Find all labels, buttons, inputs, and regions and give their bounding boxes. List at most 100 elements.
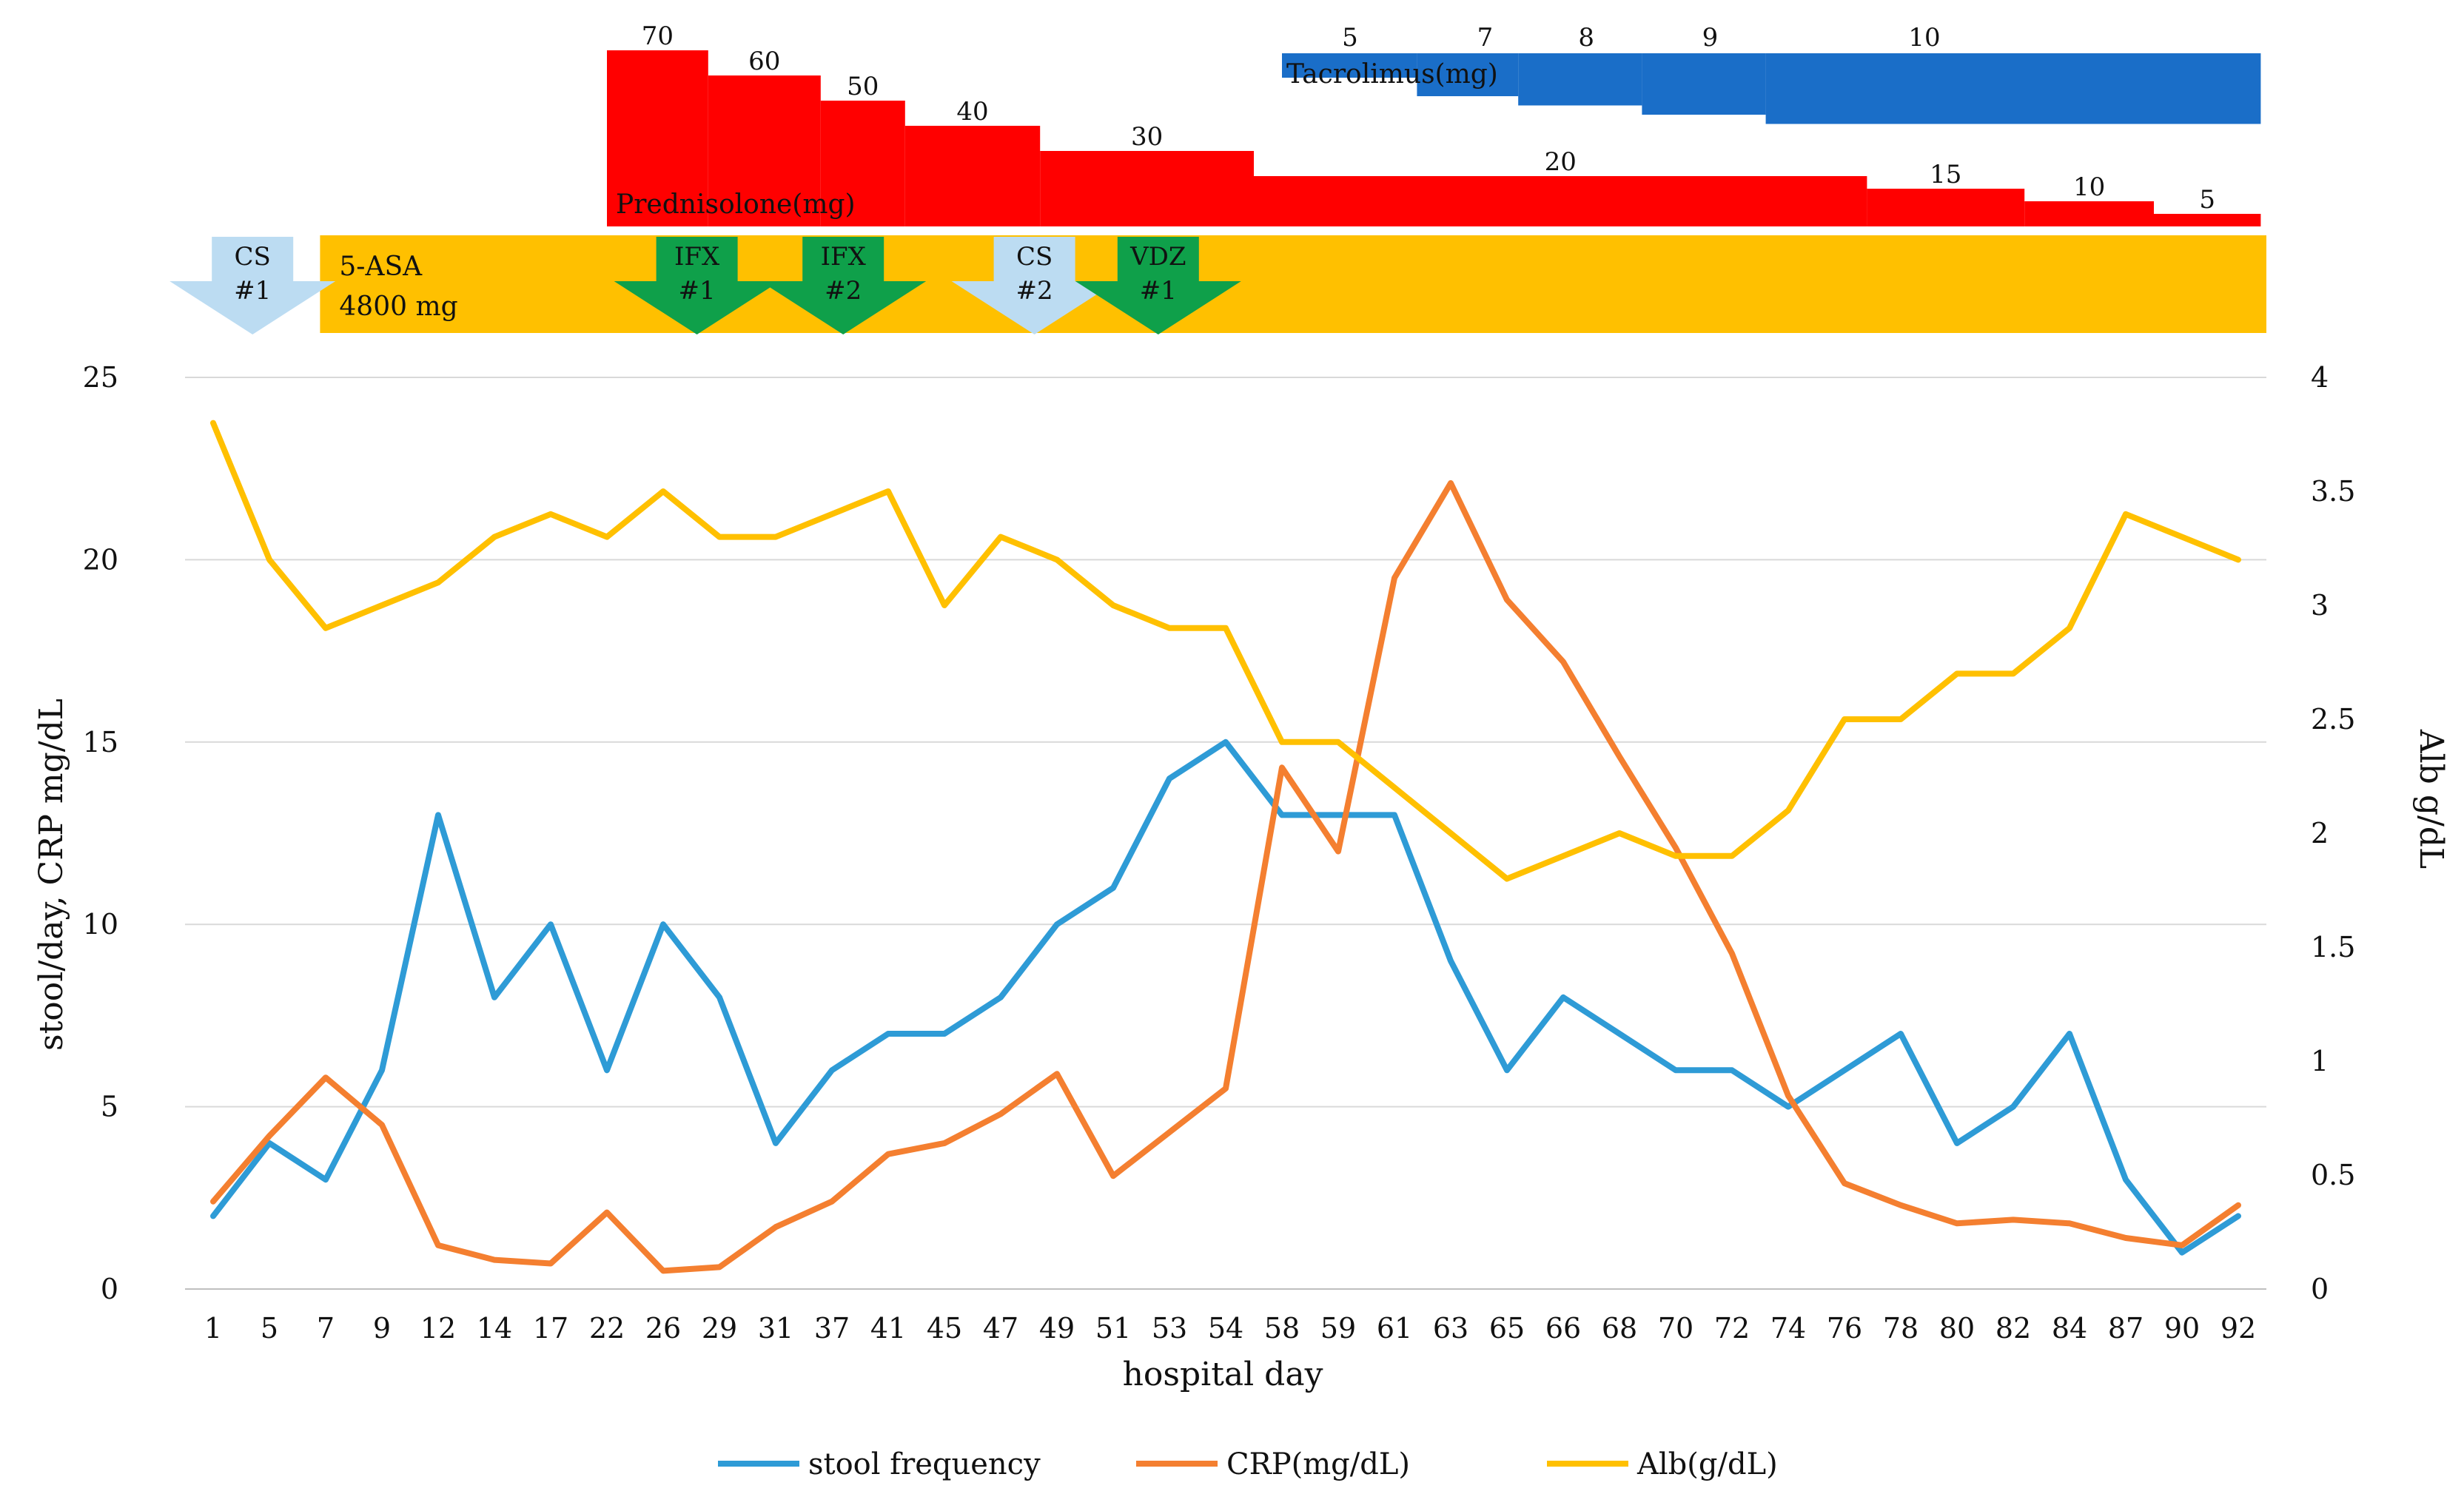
data-series xyxy=(210,420,2241,1274)
x-tick-label: 63 xyxy=(1433,1312,1468,1345)
x-tick-label: 37 xyxy=(814,1312,850,1345)
prednisolone-step xyxy=(1254,176,1867,226)
arrow-label: #2 xyxy=(1016,276,1053,306)
x-tick-label: 53 xyxy=(1152,1312,1187,1345)
x-tick-label: 54 xyxy=(1208,1312,1243,1345)
tacrolimus-step xyxy=(1518,53,1642,106)
asa-dose-label: 4800 mg xyxy=(339,292,457,322)
prednisolone-dose-label: 60 xyxy=(748,47,780,76)
down-arrow-icon xyxy=(1075,237,1241,334)
tacrolimus-dose-label: 5 xyxy=(1342,23,1358,53)
y2-tick-label: 2.5 xyxy=(2311,703,2355,736)
tacrolimus-step xyxy=(1765,53,2261,124)
series-line xyxy=(210,420,2241,882)
y-axis-title: stool/day, CRP mg/dL xyxy=(33,699,70,1051)
legend: stool frequency CRP(mg/dL) Alb(g/dL) xyxy=(718,1447,1778,1481)
x-tick-label: 74 xyxy=(1770,1312,1806,1345)
y2-tick-label: 1.5 xyxy=(2311,931,2355,963)
prednisolone-dose-label: 70 xyxy=(642,21,674,51)
prednisolone-label: Prednisolone(mg) xyxy=(616,189,856,220)
arrow-label: #2 xyxy=(825,276,862,306)
tacrolimus-step xyxy=(1417,53,1519,96)
arrow-label: CS xyxy=(1016,242,1053,272)
y2-tick-label: 3.5 xyxy=(2311,475,2355,508)
x-tick-label: 1 xyxy=(204,1312,222,1345)
series-line xyxy=(210,480,2241,1274)
legend-label: CRP(mg/dL) xyxy=(1226,1447,1410,1481)
x-tick-label: 45 xyxy=(927,1312,962,1345)
x-tick-label: 58 xyxy=(1264,1312,1300,1345)
y2-tick-label: 0.5 xyxy=(2311,1159,2355,1191)
x-tick-label: 31 xyxy=(758,1312,793,1345)
x-tick-label: 17 xyxy=(533,1312,568,1345)
prednisolone-dose-label: 15 xyxy=(1930,160,1961,189)
axes: hospital day stool/day, CRP mg/dL Alb g/… xyxy=(33,361,2450,1393)
x-tick-label: 29 xyxy=(702,1312,737,1345)
prednisolone-step xyxy=(904,126,1041,226)
y-tick-label: 25 xyxy=(83,361,118,394)
down-arrow-icon xyxy=(760,237,927,334)
arrow-label: IFX xyxy=(674,242,720,272)
x-tick-label: 26 xyxy=(645,1312,681,1345)
tacrolimus-dose-label: 8 xyxy=(1578,23,1594,53)
tacrolimus-label: Tacrolimus(mg) xyxy=(1286,59,1498,90)
x-tick-label: 22 xyxy=(589,1312,625,1345)
x-tick-label: 90 xyxy=(2164,1312,2200,1345)
gridlines xyxy=(185,377,2266,1290)
prednisolone-dose-label: 30 xyxy=(1131,122,1163,152)
down-arrow-icon xyxy=(614,237,780,334)
y-tick-label: 20 xyxy=(83,543,118,576)
x-tick-label: 68 xyxy=(1602,1312,1637,1345)
prednisolone-step xyxy=(2154,214,2261,226)
x-tick-label: 59 xyxy=(1320,1312,1356,1345)
arrow-label: #1 xyxy=(679,276,716,306)
prednisolone-dose-label: 50 xyxy=(847,72,879,101)
x-tick-label: 84 xyxy=(2052,1312,2087,1345)
x-tick-label: 7 xyxy=(317,1312,335,1345)
legend-label: stool frequency xyxy=(808,1447,1041,1481)
x-tick-label: 70 xyxy=(1658,1312,1693,1345)
x-tick-label: 41 xyxy=(870,1312,906,1345)
legend-label: Alb(g/dL) xyxy=(1636,1447,1778,1481)
down-arrow-icon xyxy=(951,237,1118,334)
tacrolimus-dose-label: 10 xyxy=(1908,23,1940,53)
asa-label: 5-ASA xyxy=(339,252,423,282)
prednisolone-step xyxy=(607,50,708,226)
x-tick-label: 87 xyxy=(2108,1312,2144,1345)
x-tick-label: 65 xyxy=(1489,1312,1525,1345)
x-tick-label: 66 xyxy=(1545,1312,1581,1345)
series-line xyxy=(210,738,2241,1256)
prednisolone-dose-label: 10 xyxy=(2073,172,2105,202)
x-tick-label: 47 xyxy=(983,1312,1018,1345)
x-tick-label: 14 xyxy=(477,1312,512,1345)
prednisolone-step xyxy=(708,75,821,226)
prednisolone-dose-label: 40 xyxy=(956,97,988,127)
tacrolimus-step xyxy=(1282,53,1417,78)
tacrolimus-dose-label: 9 xyxy=(1702,23,1719,53)
x-tick-label: 80 xyxy=(1939,1312,1975,1345)
y2-tick-label: 1 xyxy=(2311,1045,2329,1077)
x-tick-label: 92 xyxy=(2220,1312,2256,1345)
x-tick-label: 76 xyxy=(1827,1312,1862,1345)
arrow-label: IFX xyxy=(821,242,867,272)
arrow-label: CS xyxy=(235,242,271,272)
arrow-label: #1 xyxy=(234,276,271,306)
x-tick-label: 5 xyxy=(261,1312,278,1345)
asa-band xyxy=(320,235,2267,333)
y-tick-label: 0 xyxy=(101,1273,118,1305)
prednisolone-step xyxy=(1867,189,2025,226)
x-tick-label: 49 xyxy=(1039,1312,1075,1345)
prednisolone-dose-label: 20 xyxy=(1545,147,1577,177)
prednisolone-step xyxy=(2024,201,2154,226)
x-tick-label: 12 xyxy=(420,1312,456,1345)
tacrolimus-step xyxy=(1642,53,1766,115)
tacrolimus-dose-label: 7 xyxy=(1477,23,1494,53)
x-tick-label: 72 xyxy=(1714,1312,1750,1345)
y-tick-label: 10 xyxy=(83,908,118,941)
x-tick-label: 82 xyxy=(1995,1312,2031,1345)
x-axis-title: hospital day xyxy=(1123,1356,1323,1393)
y2-tick-label: 4 xyxy=(2311,361,2329,394)
x-tick-label: 9 xyxy=(373,1312,391,1345)
prednisolone-step xyxy=(1040,151,1254,226)
